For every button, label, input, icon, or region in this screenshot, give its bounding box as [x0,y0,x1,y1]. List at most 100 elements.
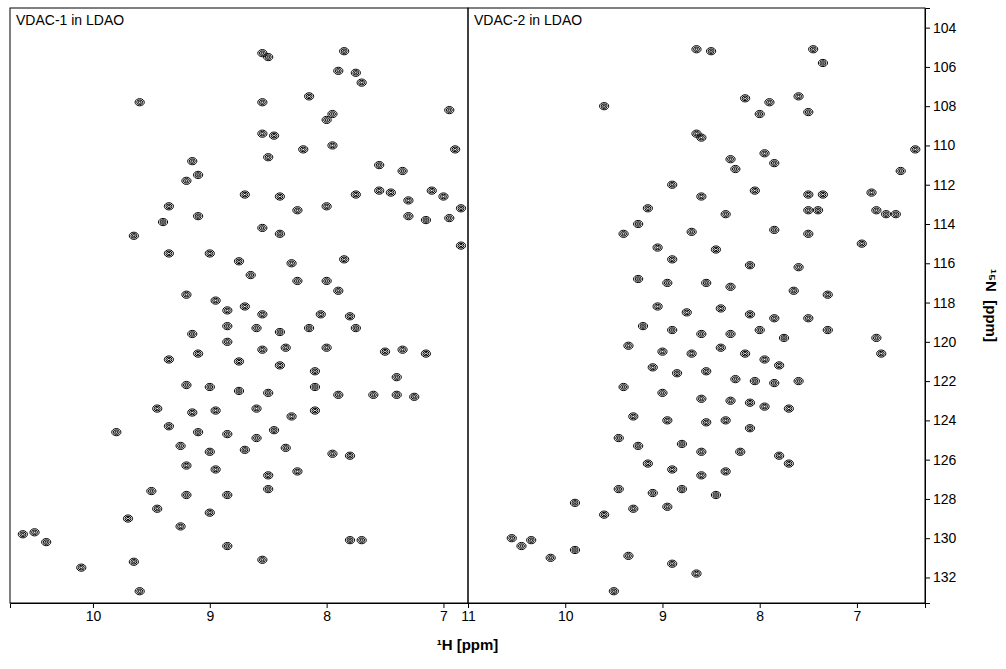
contour-line [694,131,700,136]
contour-line [650,491,656,496]
contour-line [224,340,230,345]
contour-line [194,171,203,178]
contour-line [611,589,617,594]
contour-line [723,212,729,217]
peak [775,362,784,369]
contour-line [267,156,270,158]
contour-line [80,567,83,569]
tick: 118 [925,295,956,311]
peak [223,542,232,549]
contour-line [351,191,360,198]
peak [726,156,735,163]
contour-line [137,589,143,594]
contour-line [651,366,654,368]
tick-label: 106 [933,59,957,75]
peak [421,350,430,357]
peak [211,407,220,414]
contour-line [322,277,331,284]
contour-line [337,290,340,292]
peak [135,99,144,106]
peak [770,160,779,167]
tick-mark [925,381,930,382]
peak [697,134,706,141]
contour-line [258,224,267,231]
contour-line [261,559,264,561]
contour-line [456,242,465,249]
contour-line [659,391,665,396]
peak [392,391,401,398]
peak [794,93,803,100]
contour-line [681,488,684,490]
peak [745,262,754,269]
peak [750,187,759,194]
contour-line [164,203,173,210]
panel: 10987VDAC-1 in LDAO [10,8,469,624]
contour-line [765,99,774,106]
peak [638,323,647,330]
contour-line [197,174,200,176]
contour-line [705,370,708,372]
contour-line [872,207,881,214]
contour-line [728,157,734,162]
peak [653,244,662,251]
peak [357,79,366,86]
contour-line [758,329,761,331]
contour-line [296,209,299,211]
contour-line [329,451,335,456]
contour-line [911,146,920,153]
contour-line [185,464,188,466]
peak [770,379,779,386]
contour-line [264,154,273,161]
contour-line [671,563,674,565]
peak [182,381,191,388]
contour-line [132,235,135,237]
contour-line [736,448,745,455]
peak [258,130,267,137]
peak [205,448,214,455]
contour-line [347,538,353,543]
contour-line [651,492,654,494]
peak [275,193,284,200]
peak [264,472,273,479]
peak [653,303,662,310]
peak [882,211,891,218]
contour-line [677,440,686,447]
contour-line [697,472,706,479]
contour-line [388,190,394,195]
contour-line [131,559,137,564]
contour-line [258,99,267,106]
contour-line [661,351,664,353]
peak [726,283,735,290]
contour-line [825,292,831,297]
contour-line [661,392,664,394]
contour-line [261,52,264,54]
contour-line [112,429,121,436]
contour-line [185,384,188,386]
peak [804,108,813,115]
contour-line [264,472,273,479]
peak [668,560,677,567]
tick-mark [925,28,930,29]
contour-line [460,207,463,209]
contour-line [783,337,786,339]
contour-line [773,317,776,319]
peak [668,256,677,263]
contour-line [410,393,419,400]
tick: 122 [925,373,957,389]
contour-line [359,538,365,543]
contour-line [755,110,764,117]
contour-line [359,80,365,85]
contour-line [702,368,711,375]
panel: 1110987VDAC-2 in LDAO [461,8,925,624]
contour-line [771,228,777,233]
contour-line [223,431,232,438]
contour-line [271,428,277,433]
peak [634,442,643,449]
peak [789,287,798,294]
peak [872,207,881,214]
contour-line [621,385,627,390]
contour-line [711,491,720,498]
contour-line [770,315,779,322]
contour-line [875,209,878,211]
peak [677,440,686,447]
